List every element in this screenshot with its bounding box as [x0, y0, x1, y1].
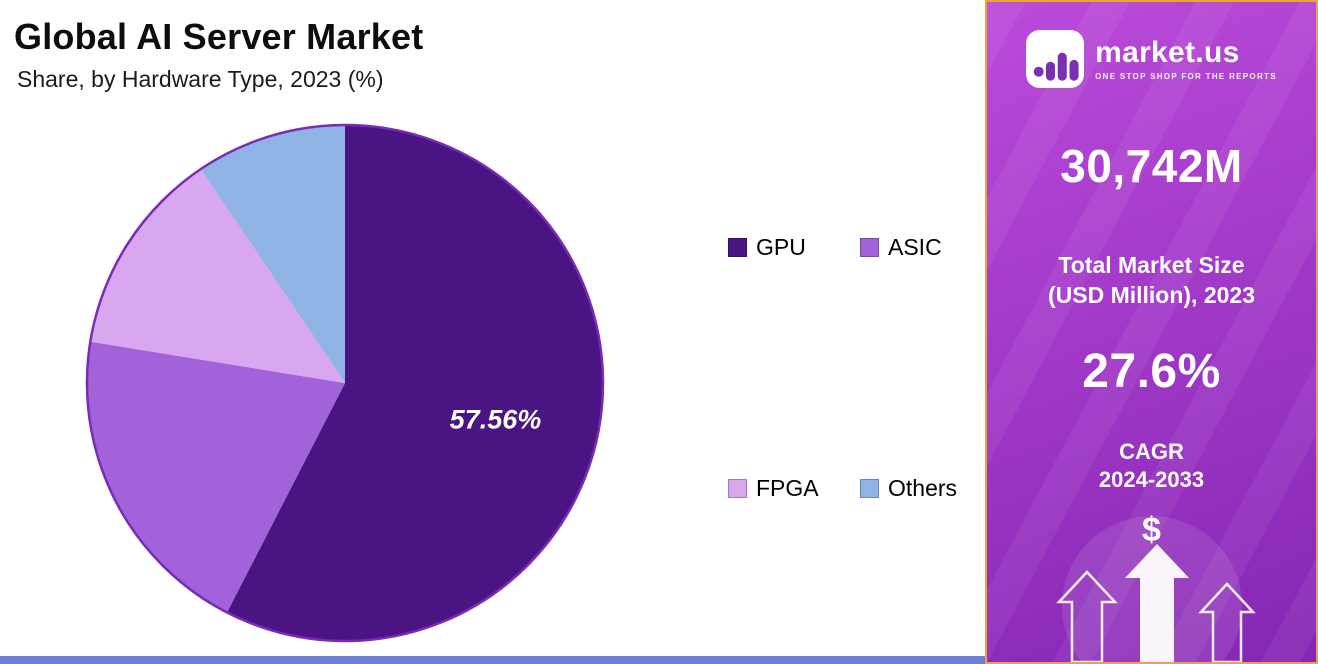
legend-item-others: Others — [860, 475, 957, 502]
total-market-size-value: 30,742M — [1060, 140, 1243, 192]
sidebar-content: market.us ONE STOP SHOP FOR THE REPORTS … — [987, 2, 1316, 494]
legend-swatch-asic — [860, 238, 879, 257]
growth-arrow-left — [1055, 570, 1118, 662]
legend-item-gpu: GPU — [728, 234, 860, 261]
pie-outline — [85, 123, 605, 643]
market-size-label-line1: Total Market Size — [1058, 252, 1245, 278]
marketus-logo: market.us ONE STOP SHOP FOR THE REPORTS — [1026, 30, 1277, 88]
logo-text: market.us ONE STOP SHOP FOR THE REPORTS — [1095, 36, 1277, 82]
bottom-border-strip — [0, 656, 985, 664]
pie-chart: 57.56% — [85, 123, 605, 643]
cagr-label-line2: 2024-2033 — [1098, 467, 1205, 492]
marketus-logo-icon — [1026, 30, 1085, 88]
pie-slice-asic — [87, 341, 346, 613]
cagr-label: CAGR 2024-2033 — [1099, 438, 1204, 494]
chart-panel: Global AI Server Market Share, by Hardwa… — [0, 16, 985, 664]
legend-item-asic: ASIC — [860, 234, 957, 261]
legend-label-asic: ASIC — [888, 234, 942, 260]
cagr-value: 27.6% — [1082, 345, 1221, 398]
growth-arrow-right — [1197, 582, 1256, 662]
market-size-label-line2: (USD Million), 2023 — [1047, 282, 1256, 308]
total-market-size-label: Total Market Size (USD Million), 2023 — [1048, 250, 1255, 310]
growth-arrows-graphic — [1055, 544, 1256, 662]
logo-brand-text: market.us — [1095, 36, 1240, 69]
legend-item-fpga: FPGA — [728, 475, 860, 502]
pie-slice-others — [200, 125, 345, 383]
legend: GPU ASIC FPGA Others — [728, 234, 957, 502]
growth-arrow-middle — [1124, 544, 1189, 662]
pie-slice-gpu — [227, 125, 604, 641]
pie-slice-fpga — [90, 169, 345, 383]
legend-swatch-others — [860, 479, 879, 498]
sidebar: market.us ONE STOP SHOP FOR THE REPORTS … — [985, 0, 1318, 664]
legend-label-fpga: FPGA — [756, 475, 819, 501]
legend-label-others: Others — [888, 475, 958, 501]
pie-chart-area: 57.56% — [75, 113, 615, 653]
legend-swatch-fpga — [728, 479, 747, 498]
legend-label-gpu: GPU — [756, 234, 806, 260]
cagr-label-line1: CAGR — [1119, 439, 1184, 464]
page-title: Global AI Server Market — [14, 16, 424, 57]
chart-subtitle: Share, by Hardware Type, 2023 (%) — [17, 66, 384, 92]
logo-tagline: ONE STOP SHOP FOR THE REPORTS — [1095, 72, 1277, 81]
legend-swatch-gpu — [728, 238, 747, 257]
pie-data-label: 57.56% — [450, 404, 542, 434]
dollar-symbol: $ — [1142, 511, 1161, 549]
